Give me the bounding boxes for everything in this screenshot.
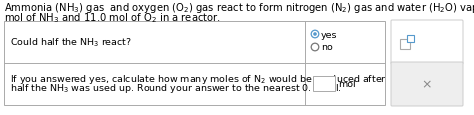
Circle shape <box>311 31 319 38</box>
Bar <box>313 76 335 91</box>
Bar <box>400 40 410 50</box>
Circle shape <box>313 33 317 36</box>
FancyBboxPatch shape <box>391 62 463 106</box>
Bar <box>4 22 385 105</box>
Circle shape <box>311 44 319 51</box>
Text: yes: yes <box>321 30 337 39</box>
Text: no: no <box>321 43 333 52</box>
Text: If you answered yes, calculate how many moles of N$_2$ would be produced after: If you answered yes, calculate how many … <box>10 72 387 85</box>
Text: half the NH$_3$ was used up. Round your answer to the nearest 0.1 mol.: half the NH$_3$ was used up. Round your … <box>10 82 342 95</box>
Text: mol: mol <box>338 79 356 88</box>
Bar <box>407 36 414 43</box>
Text: Could half the NH$_3$ react?: Could half the NH$_3$ react? <box>10 36 132 49</box>
Text: ×: × <box>422 78 432 91</box>
FancyBboxPatch shape <box>391 21 463 64</box>
Text: mol of NH$_3$ and 11.0 mol of O$_2$ in a reactor.: mol of NH$_3$ and 11.0 mol of O$_2$ in a… <box>4 11 221 25</box>
Text: Ammonia $\left(\mathrm{NH_3}\right)$ gas  and oxygen $\left(\mathrm{O_2}\right)$: Ammonia $\left(\mathrm{NH_3}\right)$ gas… <box>4 1 474 15</box>
